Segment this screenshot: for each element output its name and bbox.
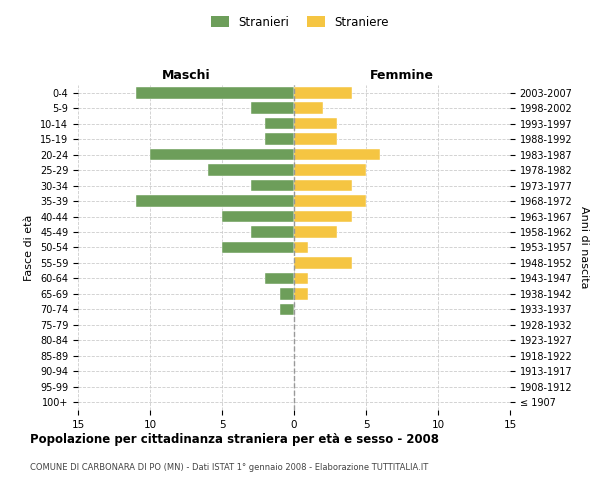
Bar [222, 210, 294, 222]
Text: Maschi: Maschi [161, 69, 211, 82]
Bar [251, 102, 294, 114]
Legend: Stranieri, Straniere: Stranieri, Straniere [206, 11, 394, 34]
Bar [294, 149, 380, 160]
Bar [222, 242, 294, 254]
Bar [294, 196, 366, 207]
Bar [208, 164, 294, 176]
Bar [294, 134, 337, 145]
Bar [294, 257, 352, 269]
Bar [294, 226, 337, 238]
Bar [136, 87, 294, 99]
Bar [294, 210, 352, 222]
Bar [280, 288, 294, 300]
Bar [294, 87, 352, 99]
Bar [294, 242, 308, 254]
Bar [150, 149, 294, 160]
Bar [280, 304, 294, 315]
Y-axis label: Fasce di età: Fasce di età [25, 214, 34, 280]
Bar [294, 164, 366, 176]
Bar [294, 288, 308, 300]
Bar [251, 180, 294, 192]
Bar [294, 272, 308, 284]
Bar [294, 102, 323, 114]
Text: Popolazione per cittadinanza straniera per età e sesso - 2008: Popolazione per cittadinanza straniera p… [30, 432, 439, 446]
Bar [265, 134, 294, 145]
Bar [136, 196, 294, 207]
Text: COMUNE DI CARBONARA DI PO (MN) - Dati ISTAT 1° gennaio 2008 - Elaborazione TUTTI: COMUNE DI CARBONARA DI PO (MN) - Dati IS… [30, 462, 428, 471]
Bar [294, 180, 352, 192]
Y-axis label: Anni di nascita: Anni di nascita [579, 206, 589, 288]
Bar [265, 272, 294, 284]
Bar [294, 118, 337, 130]
Bar [251, 226, 294, 238]
Text: Femmine: Femmine [370, 69, 434, 82]
Bar [265, 118, 294, 130]
